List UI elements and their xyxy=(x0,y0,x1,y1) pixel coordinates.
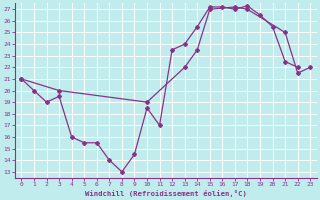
X-axis label: Windchill (Refroidissement éolien,°C): Windchill (Refroidissement éolien,°C) xyxy=(85,190,247,197)
